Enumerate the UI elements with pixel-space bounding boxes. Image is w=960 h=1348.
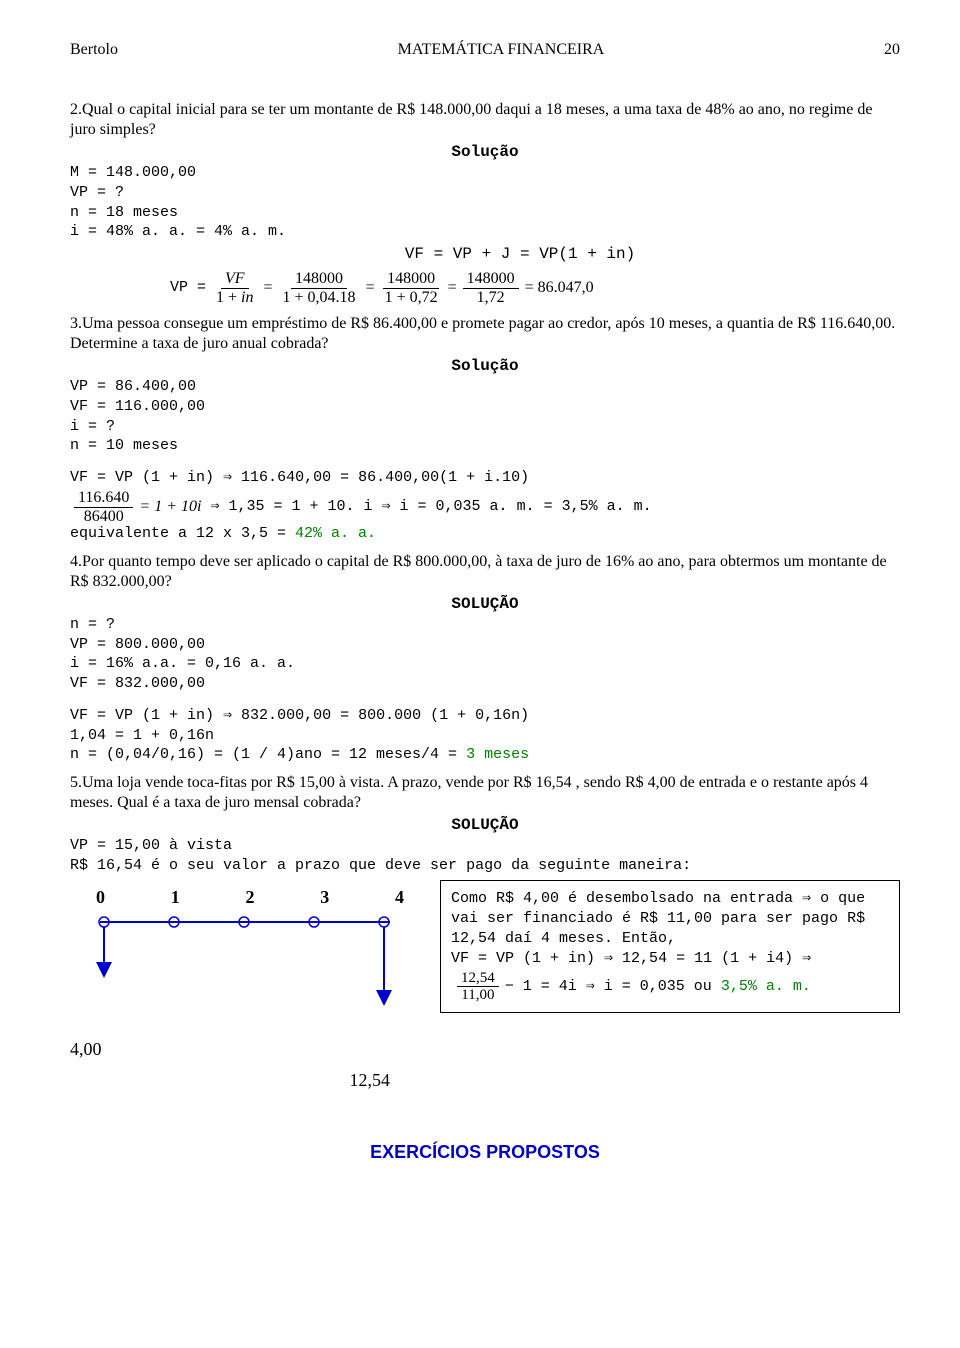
- q4-line-VP: VP = 800.000,00: [70, 636, 900, 655]
- q2-line-VP: VP = ?: [70, 184, 900, 203]
- q2-equation: VP = VF 1 + in = 148000 1 + 0,04.18 = 14…: [170, 270, 900, 306]
- q3-line-i: i = ?: [70, 418, 900, 437]
- q2-f4-num: 148000: [463, 270, 519, 289]
- solution-label-2: Solução: [70, 142, 900, 162]
- q3-after2: ⇒ 1,35 = 1 + 10. i ⇒ i = 0,035 a. m. = 3…: [201, 498, 651, 517]
- solution-label-3: Solução: [70, 356, 900, 376]
- q2-vf-eq: VF = VP + J = VP(1 + in): [140, 244, 900, 264]
- q5-layout: 0 1 2 3 4 4,0: [70, 880, 900, 1092]
- q3-equiv-a: equivalente a 12 x 3,5 =: [70, 525, 295, 542]
- q3-frac-den: 86400: [80, 508, 128, 526]
- q3-frac: 116.640 86400: [74, 489, 133, 525]
- q3-equiv: equivalente a 12 x 3,5 = 42% a. a.: [70, 525, 900, 544]
- q2-result: = 86.047,0: [525, 278, 594, 298]
- q3-frac-num: 116.640: [74, 489, 133, 508]
- q3-after: = 1 + 10i: [139, 497, 201, 517]
- q5-box-line1: Como R$ 4,00 é desembolsado na entrada ⇒…: [451, 889, 889, 950]
- q5-box-after-a: − 1 = 4i ⇒ i = 0,035 ou: [505, 978, 721, 995]
- q5-box-frac: 12,54 11,00: [457, 970, 499, 1004]
- q2-f4-den: 1,72: [473, 289, 509, 307]
- q2-f2-den: 1 + 0,04.18: [279, 289, 360, 307]
- timeline-labels: 0 1 2 3 4: [90, 886, 410, 909]
- header-page: 20: [884, 40, 900, 60]
- q2-f2-num: 148000: [291, 270, 347, 289]
- q4-line-n: n = ?: [70, 616, 900, 635]
- tl-2: 2: [246, 886, 255, 909]
- solution-label-4: SOLUÇÃO: [70, 594, 900, 614]
- q3-line-VF: VF = 116.000,00: [70, 398, 900, 417]
- q4-line-eq2: 1,04 = 1 + 0,16n: [70, 727, 900, 746]
- tl-3: 3: [320, 886, 329, 909]
- q4-line-i: i = 16% a.a. = 0,16 a. a.: [70, 655, 900, 674]
- q2-lhs: VP =: [170, 279, 206, 298]
- q5-box-frac-den: 11,00: [457, 987, 498, 1004]
- tl-0: 0: [96, 886, 105, 909]
- q2-f3-den: 1 + 0,72: [381, 289, 442, 307]
- header-title: MATEMÁTICA FINANCEIRA: [118, 40, 884, 60]
- question-5: 5.Uma loja vende toca-fitas por R$ 15,00…: [70, 773, 900, 813]
- tl-1: 1: [171, 886, 180, 909]
- q5-box-frac-num: 12,54: [457, 970, 499, 988]
- question-3: 3.Uma pessoa consegue um empréstimo de R…: [70, 314, 900, 354]
- q4-line-eq3: n = (0,04/0,16) = (1 / 4)ano = 12 meses/…: [70, 746, 900, 765]
- header-author: Bertolo: [70, 40, 118, 60]
- final-payment-label: 12,54: [70, 1069, 390, 1092]
- eq-sign: =: [448, 278, 457, 298]
- q2-f1-den: 1 + in: [212, 289, 257, 307]
- down-payment-label: 4,00: [70, 1038, 410, 1061]
- q5-box: Como R$ 4,00 é desembolsado na entrada ⇒…: [440, 880, 900, 1013]
- q4-eq3-b: 3 meses: [466, 746, 529, 763]
- timeline-svg: [90, 908, 400, 1008]
- q4-line-eq1: VF = VP (1 + in) ⇒ 832.000,00 = 800.000 …: [70, 707, 900, 726]
- exercises-heading: EXERCÍCIOS PROPOSTOS: [70, 1141, 900, 1164]
- q2-f1-num: VF: [221, 270, 249, 289]
- q3-line-eq1: VF = VP (1 + in) ⇒ 116.640,00 = 86.400,0…: [70, 469, 900, 488]
- q2-f3-num: 148000: [383, 270, 439, 289]
- q5-left: 0 1 2 3 4 4,0: [70, 880, 410, 1092]
- q2-frac4: 148000 1,72: [463, 270, 519, 306]
- q5-line-VP: VP = 15,00 à vista: [70, 837, 900, 856]
- q2-frac3: 148000 1 + 0,72: [381, 270, 442, 306]
- eq-sign: =: [264, 278, 273, 298]
- q2-line-n: n = 18 meses: [70, 204, 900, 223]
- solution-label-5: SOLUÇÃO: [70, 815, 900, 835]
- q5-line-desc: R$ 16,54 é o seu valor a prazo que deve …: [70, 857, 900, 876]
- q3-line-n: n = 10 meses: [70, 437, 900, 456]
- q4-line-VF: VF = 832.000,00: [70, 675, 900, 694]
- q3-line-VP: VP = 86.400,00: [70, 378, 900, 397]
- q3-equiv-b: 42% a. a.: [295, 525, 376, 542]
- q2-frac1: VF 1 + in: [212, 270, 257, 306]
- q5-box-after-b: 3,5% a. m.: [721, 978, 811, 995]
- page-header: Bertolo MATEMÁTICA FINANCEIRA 20: [70, 40, 900, 60]
- q2-line-M: M = 148.000,00: [70, 164, 900, 183]
- q2-frac2: 148000 1 + 0,04.18: [279, 270, 360, 306]
- q5-box-eq: 12,54 11,00 − 1 = 4i ⇒ i = 0,035 ou 3,5%…: [451, 970, 889, 1004]
- tl-4: 4: [395, 886, 404, 909]
- eq-sign: =: [366, 278, 375, 298]
- q5-box-after: − 1 = 4i ⇒ i = 0,035 ou 3,5% a. m.: [505, 977, 811, 997]
- question-2: 2.Qual o capital inicial para se ter um …: [70, 100, 900, 140]
- q4-eq3-a: n = (0,04/0,16) = (1 / 4)ano = 12 meses/…: [70, 746, 466, 763]
- q2-line-i: i = 48% a. a. = 4% a. m.: [70, 223, 900, 242]
- timeline: 0 1 2 3 4: [90, 886, 410, 1009]
- q5-box-line2: VF = VP (1 + in) ⇒ 12,54 = 11 (1 + i4) ⇒: [451, 949, 889, 969]
- question-4: 4.Por quanto tempo deve ser aplicado o c…: [70, 552, 900, 592]
- q3-eq-row: 116.640 86400 = 1 + 10i ⇒ 1,35 = 1 + 10.…: [70, 489, 900, 525]
